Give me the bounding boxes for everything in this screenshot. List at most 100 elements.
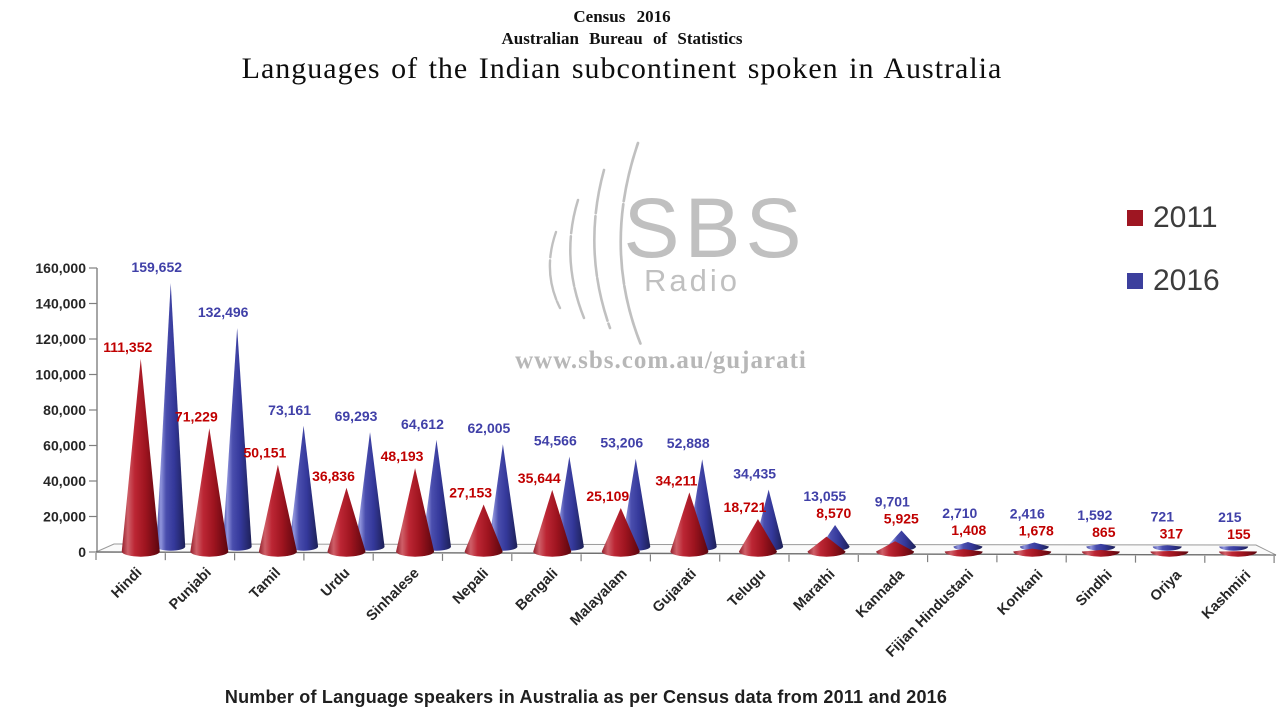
cone-2016-urdu bbox=[355, 432, 385, 551]
y-tick-label: 160,000 bbox=[35, 260, 86, 276]
legend-label-2011: 2011 bbox=[1153, 201, 1218, 234]
cone-2011-sinhalese bbox=[396, 468, 435, 557]
value-label-2016: 721 bbox=[1151, 508, 1175, 524]
value-label-2011: 36,836 bbox=[312, 468, 355, 484]
value-label-2016: 159,652 bbox=[131, 259, 182, 275]
cone-2016-oriya bbox=[1152, 545, 1182, 551]
cone-2016-tamil bbox=[289, 425, 319, 551]
y-tick-label: 100,000 bbox=[35, 367, 86, 383]
sbs-wave-icon bbox=[569, 198, 586, 320]
chart-caption: Number of Language speakers in Australia… bbox=[224, 687, 948, 707]
value-label-2016: 34,435 bbox=[733, 466, 776, 482]
value-label-2016: 73,161 bbox=[268, 402, 311, 418]
category-label: Oriya bbox=[1147, 567, 1185, 605]
value-label-2016: 54,566 bbox=[534, 432, 577, 448]
legend-label-2016: 2016 bbox=[1153, 264, 1220, 297]
cone-2011-kashmiri bbox=[1218, 551, 1257, 557]
sbs-url-text: www.sbs.com.au/gujarati bbox=[515, 347, 807, 374]
sbs-wave-icon bbox=[619, 141, 643, 347]
cone-2016-hindi bbox=[156, 283, 186, 551]
y-tick-label: 0 bbox=[78, 544, 86, 560]
cone-2016-punjabi bbox=[222, 327, 252, 551]
y-tick-label: 40,000 bbox=[43, 473, 86, 489]
sbs-wave-icon bbox=[593, 168, 612, 330]
value-label-2011: 34,211 bbox=[655, 472, 697, 488]
category-label: Kannada bbox=[853, 566, 908, 621]
legend-swatch-2011 bbox=[1127, 210, 1143, 226]
value-label-2016: 9,701 bbox=[875, 493, 910, 509]
legend-swatch-2016 bbox=[1127, 273, 1143, 289]
legend-item-2016: 2016 bbox=[1127, 264, 1220, 298]
value-label-2016: 53,206 bbox=[600, 435, 643, 451]
value-label-2011: 8,570 bbox=[816, 505, 851, 521]
value-label-2011: 1,408 bbox=[951, 522, 986, 538]
header-abs-line: Australian Bureau of Statistics bbox=[501, 29, 743, 48]
cone-2016-sindhi bbox=[1086, 543, 1116, 551]
cone-2011-oriya bbox=[1150, 550, 1189, 557]
chart-legend: 2011 2016 bbox=[1127, 201, 1220, 327]
sbs-wave-icon bbox=[548, 230, 562, 310]
value-label-2011: 18,721 bbox=[724, 499, 767, 515]
category-label: Gujarati bbox=[650, 566, 700, 616]
value-label-2016: 215 bbox=[1218, 509, 1242, 525]
category-label: Telugu bbox=[725, 566, 769, 610]
cone-2011-sindhi bbox=[1081, 550, 1120, 557]
cone-2011-konkani bbox=[1013, 548, 1052, 557]
chart-header: Census 2016 Australian Bureau of Statist… bbox=[0, 7, 1244, 86]
category-label: Sindhi bbox=[1073, 567, 1116, 610]
category-label: Bengali bbox=[513, 566, 561, 614]
category-label: Nepali bbox=[450, 565, 492, 607]
cone-2011-fijian-hindustani bbox=[944, 549, 983, 557]
value-label-2011: 155 bbox=[1227, 526, 1251, 542]
cone-2016-fijian-hindustani bbox=[953, 542, 983, 551]
value-label-2011: 5,925 bbox=[884, 510, 919, 526]
category-label: Konkani bbox=[995, 567, 1047, 619]
value-label-2016: 13,055 bbox=[803, 488, 846, 504]
sbs-radio-text: Radio bbox=[644, 263, 740, 298]
y-tick-label: 80,000 bbox=[43, 402, 86, 418]
cone-2011-hindi bbox=[121, 358, 160, 557]
value-label-2016: 2,416 bbox=[1010, 506, 1045, 522]
value-label-2016: 52,888 bbox=[667, 435, 710, 451]
cone-2016-nepali bbox=[488, 444, 518, 551]
sbs-watermark: SBS Radio www.sbs.com.au/gujarati bbox=[515, 141, 807, 374]
category-label: Tamil bbox=[247, 565, 284, 602]
value-label-2016: 2,710 bbox=[942, 505, 977, 521]
cone-2011-urdu bbox=[327, 487, 366, 557]
y-tick-label: 140,000 bbox=[35, 296, 86, 312]
cone-2011-bengali bbox=[533, 489, 572, 557]
category-label: Marathi bbox=[791, 566, 839, 614]
value-label-2011: 27,153 bbox=[449, 485, 492, 501]
cone-2016-kashmiri bbox=[1219, 546, 1249, 551]
page-title: Languages of the Indian subcontinent spo… bbox=[241, 52, 1003, 85]
y-tick-label: 20,000 bbox=[43, 509, 86, 525]
value-label-2011: 317 bbox=[1160, 525, 1184, 541]
value-label-2016: 132,496 bbox=[198, 304, 249, 320]
category-label: Malayalam bbox=[567, 566, 630, 629]
cone-2011-telugu bbox=[738, 519, 777, 557]
category-label: Hindi bbox=[109, 565, 146, 602]
cone-2011-tamil bbox=[258, 464, 297, 557]
y-tick-label: 60,000 bbox=[43, 438, 86, 454]
value-label-2011: 111,352 bbox=[103, 339, 152, 355]
cone-2011-marathi bbox=[807, 536, 846, 557]
value-label-2011: 1,678 bbox=[1019, 523, 1054, 539]
cone-2016-sinhalese bbox=[421, 439, 451, 551]
value-label-2016: 64,612 bbox=[401, 416, 444, 432]
value-label-2011: 48,193 bbox=[381, 448, 424, 464]
plot-area: 0 20,000 40,000 60,000 80,000 100,000 120,000 1… bbox=[35, 259, 1277, 661]
category-label: Kashmiri bbox=[1199, 567, 1254, 622]
cone-2011-nepali bbox=[464, 504, 503, 557]
value-label-2011: 865 bbox=[1092, 524, 1116, 540]
value-label-2011: 25,109 bbox=[586, 488, 629, 504]
cone-2011-gujarati bbox=[670, 492, 709, 557]
cone-2016-konkani bbox=[1019, 542, 1049, 551]
category-label: Sinhalese bbox=[363, 565, 422, 624]
cone-2011-punjabi bbox=[190, 428, 229, 557]
value-label-2016: 1,592 bbox=[1077, 507, 1112, 523]
cone-2011-kannada bbox=[876, 541, 915, 557]
category-label: Punjabi bbox=[166, 565, 214, 613]
header-census-line: Census 2016 bbox=[573, 7, 671, 26]
